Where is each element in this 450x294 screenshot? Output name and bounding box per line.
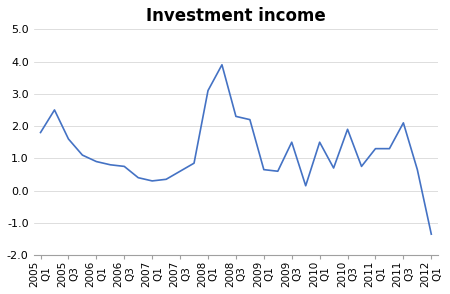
Title: Investment income: Investment income — [146, 7, 326, 25]
